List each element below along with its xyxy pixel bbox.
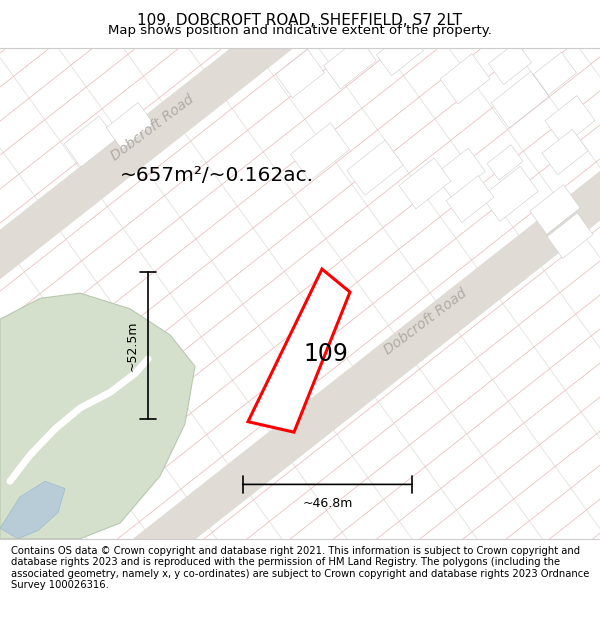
Polygon shape <box>248 269 350 432</box>
Polygon shape <box>0 481 65 539</box>
Polygon shape <box>347 140 403 196</box>
Polygon shape <box>435 148 485 198</box>
Polygon shape <box>530 184 580 234</box>
Text: ~657m²/~0.162ac.: ~657m²/~0.162ac. <box>120 166 314 184</box>
Polygon shape <box>377 30 424 76</box>
Polygon shape <box>0 293 195 539</box>
Text: Map shows position and indicative extent of the property.: Map shows position and indicative extent… <box>108 24 492 37</box>
Text: 109: 109 <box>303 342 348 366</box>
Polygon shape <box>290 123 350 181</box>
Text: 109, DOBCROFT ROAD, SHEFFIELD, S7 2LT: 109, DOBCROFT ROAD, SHEFFIELD, S7 2LT <box>137 13 463 28</box>
Polygon shape <box>59 31 600 625</box>
Polygon shape <box>491 71 549 128</box>
Polygon shape <box>323 38 376 89</box>
Polygon shape <box>0 0 521 435</box>
Polygon shape <box>542 129 588 175</box>
Polygon shape <box>488 42 532 84</box>
Text: ~46.8m: ~46.8m <box>302 497 353 510</box>
Polygon shape <box>446 176 494 222</box>
Polygon shape <box>275 49 325 98</box>
Polygon shape <box>487 145 523 180</box>
Polygon shape <box>533 52 577 95</box>
Polygon shape <box>399 158 451 209</box>
Text: Dobcroft Road: Dobcroft Road <box>108 92 196 164</box>
Polygon shape <box>106 102 154 149</box>
Text: Dobcroft Road: Dobcroft Road <box>381 286 469 357</box>
Text: ~52.5m: ~52.5m <box>125 320 139 371</box>
Polygon shape <box>547 213 593 259</box>
Polygon shape <box>64 116 116 167</box>
Polygon shape <box>482 166 538 221</box>
Text: Contains OS data © Crown copyright and database right 2021. This information is : Contains OS data © Crown copyright and d… <box>11 546 589 591</box>
Polygon shape <box>440 54 490 104</box>
Polygon shape <box>545 96 595 146</box>
